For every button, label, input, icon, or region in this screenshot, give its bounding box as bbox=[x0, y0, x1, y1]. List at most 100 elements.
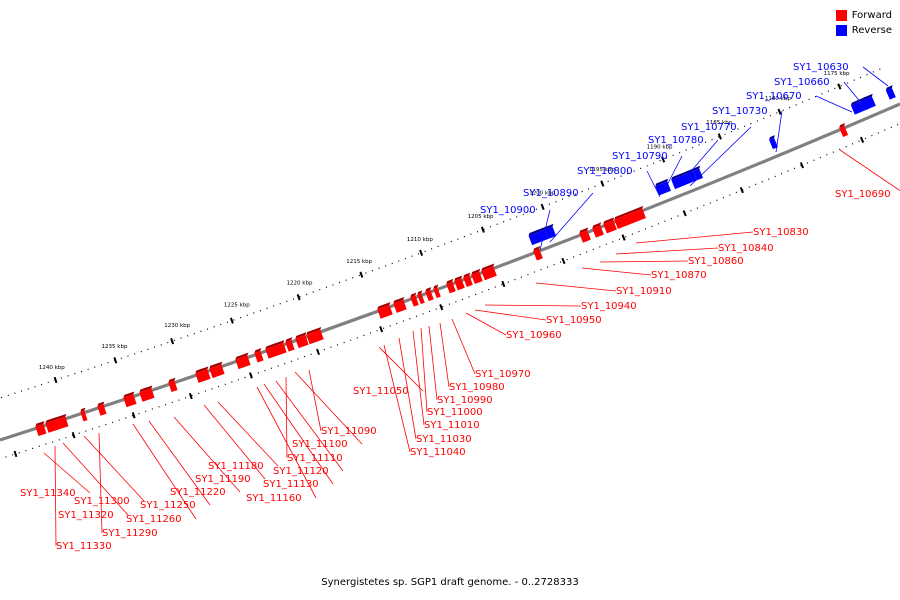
reverse-gene-top bbox=[769, 135, 775, 140]
reverse-gene-top bbox=[861, 93, 873, 101]
gene-label: SY1_11030 bbox=[416, 434, 472, 445]
gene-leader-line bbox=[484, 304, 582, 307]
forward-swatch bbox=[835, 10, 847, 21]
gene-label: SY1_11110 bbox=[287, 453, 343, 464]
forward-gene bbox=[446, 281, 456, 294]
inner-major-tick bbox=[379, 326, 384, 333]
gene-leader-line bbox=[581, 267, 652, 276]
legend-reverse: Reverse bbox=[835, 23, 892, 38]
forward-gene bbox=[254, 350, 264, 363]
gene-leader-line bbox=[308, 369, 322, 432]
forward-gene-top bbox=[579, 227, 589, 234]
gene-label: SY1_11330 bbox=[56, 541, 112, 552]
gene-leader-line bbox=[474, 309, 547, 321]
forward-gene-top bbox=[377, 302, 391, 310]
forward-gene-top bbox=[57, 413, 67, 420]
legend: Forward Reverse bbox=[835, 8, 892, 38]
gene-label: SY1_11250 bbox=[140, 500, 196, 511]
forward-gene bbox=[417, 293, 425, 305]
forward-gene bbox=[592, 225, 604, 238]
gene-label: SY1_10790 bbox=[612, 151, 668, 162]
gene-label: SY1_10860 bbox=[688, 256, 744, 267]
inner-scale-ring bbox=[5, 122, 900, 458]
reverse-gene bbox=[693, 168, 703, 181]
gene-leader-line bbox=[83, 435, 145, 502]
gene-leader-line bbox=[378, 346, 424, 392]
gene-leader-line bbox=[398, 337, 417, 440]
forward-gene bbox=[393, 299, 407, 313]
forward-gene bbox=[306, 329, 324, 345]
outer-major-tick bbox=[661, 156, 666, 163]
forward-gene bbox=[45, 419, 61, 433]
forward-gene-top bbox=[481, 263, 495, 271]
reverse-gene-top bbox=[544, 223, 554, 230]
outer-major-tick bbox=[717, 133, 722, 140]
forward-gene-top bbox=[45, 416, 59, 424]
gene-leader-line bbox=[635, 231, 754, 244]
gene-label: SY1_11130 bbox=[263, 479, 319, 490]
forward-gene bbox=[123, 394, 137, 408]
inner-major-tick bbox=[188, 392, 193, 400]
forward-gene-top bbox=[471, 268, 481, 275]
gene-label: SY1_10770 bbox=[681, 122, 737, 133]
scale-label: 1180 kbp bbox=[765, 96, 791, 102]
forward-gene bbox=[209, 364, 225, 379]
forward-gene-top bbox=[209, 361, 223, 369]
gene-label: SY1_11000 bbox=[427, 407, 483, 418]
gene-leader-line bbox=[451, 318, 476, 375]
forward-gene bbox=[285, 340, 295, 352]
gene-label: SY1_11160 bbox=[246, 493, 302, 504]
scale-label: 1215 kbp bbox=[346, 259, 372, 265]
gene-leader-line bbox=[98, 432, 103, 534]
gene-label: SY1_11010 bbox=[424, 420, 480, 431]
forward-gene-top bbox=[446, 278, 454, 284]
forward-gene bbox=[471, 271, 483, 285]
gene-leader-line bbox=[420, 327, 428, 413]
gene-label: SY1_11340 bbox=[20, 488, 76, 499]
gene-label: SY1_11050 bbox=[353, 386, 409, 397]
gene-label: SY1_10900 bbox=[480, 205, 536, 216]
forward-gene-top bbox=[433, 284, 439, 289]
legend-forward: Forward bbox=[835, 8, 892, 23]
gene-leader-line bbox=[615, 247, 719, 255]
gene-label: SY1_11090 bbox=[321, 426, 377, 437]
gene-label: SY1_10910 bbox=[616, 286, 672, 297]
gene-label: SY1_11260 bbox=[126, 514, 182, 525]
gene-label: SY1_10630 bbox=[793, 62, 849, 73]
gene-label: SY1_11120 bbox=[273, 466, 329, 477]
forward-gene bbox=[603, 220, 617, 234]
scale-label: 1210 kbp bbox=[407, 237, 433, 243]
forward-gene bbox=[410, 295, 419, 307]
forward-gene bbox=[195, 369, 211, 383]
reverse-swatch bbox=[835, 25, 847, 36]
forward-gene bbox=[481, 266, 497, 281]
outer-major-tick bbox=[113, 357, 118, 364]
forward-gene bbox=[97, 404, 107, 416]
inner-major-tick bbox=[739, 186, 744, 194]
gene-label: SY1_10690 bbox=[835, 189, 891, 200]
inner-major-tick bbox=[799, 162, 805, 169]
scale-label: 1220 kbp bbox=[287, 280, 313, 286]
gene-leader-line bbox=[646, 170, 661, 198]
forward-gene-top bbox=[463, 272, 471, 278]
reverse-gene bbox=[861, 96, 876, 110]
gene-label: SY1_11040 bbox=[410, 447, 466, 458]
forward-gene-top bbox=[254, 348, 262, 354]
gene-leader-line bbox=[294, 371, 363, 445]
outer-major-tick bbox=[170, 338, 175, 345]
gene-leader-line bbox=[173, 416, 241, 493]
forward-gene bbox=[295, 335, 309, 349]
gene-leader-line bbox=[843, 81, 863, 105]
forward-gene bbox=[80, 410, 88, 422]
gene-leader-line bbox=[815, 95, 853, 113]
reverse-gene-top bbox=[850, 96, 866, 106]
forward-gene bbox=[839, 125, 849, 138]
outer-major-tick bbox=[837, 83, 842, 90]
outer-major-tick bbox=[296, 294, 301, 301]
gene-label: SY1_10660 bbox=[774, 77, 830, 88]
gene-label: SY1_10840 bbox=[718, 243, 774, 254]
gene-leader-line bbox=[679, 139, 719, 185]
forward-gene-top bbox=[285, 337, 293, 343]
gene-leader-line bbox=[439, 322, 450, 388]
inner-major-tick bbox=[316, 348, 320, 356]
